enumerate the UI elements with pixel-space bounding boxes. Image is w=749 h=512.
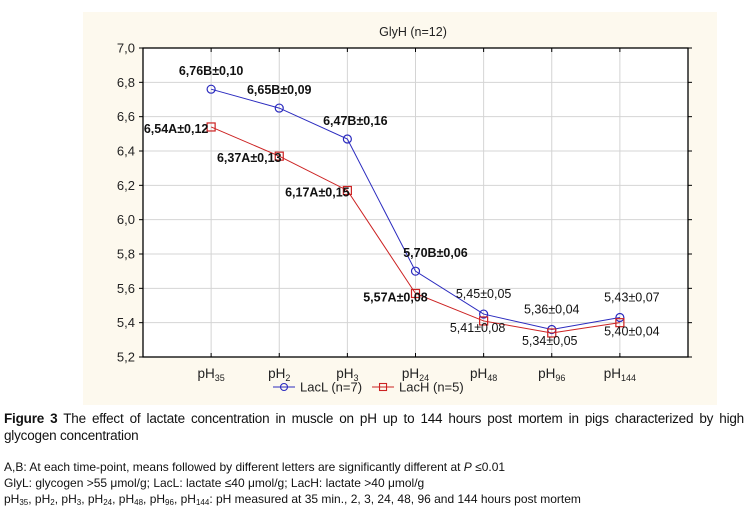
y-tick-label: 5,8 [117, 247, 135, 262]
data-point-square [274, 151, 284, 161]
data-label: 5,40±0,04 [604, 325, 660, 339]
y-tick-label: 6,2 [117, 178, 135, 193]
x-tick-label: pH35 [197, 366, 224, 383]
x-tick-label: pH96 [538, 366, 565, 383]
x-tick-label: pH24 [402, 366, 429, 383]
plot-frame [142, 47, 689, 358]
data-label: 6,17A±0,15 [285, 185, 350, 199]
data-point-circle [615, 312, 625, 323]
p-symbol: P [463, 460, 472, 474]
data-label: 5,36±0,04 [524, 303, 580, 317]
timepoint-terms: pH35, pH2, pH3, pH24, pH48, pH96, pH144 [4, 492, 210, 507]
data-label: 5,41±0,08 [450, 321, 506, 335]
data-labels: 6,76B±0,106,65B±0,09 6,47B±0,16 5,70B±0,06… [144, 64, 660, 348]
x-tick-label: pH48 [470, 366, 497, 383]
chart-title: GlyH (n=12) [379, 25, 447, 39]
data-point-square [479, 316, 489, 326]
series [206, 84, 625, 338]
data-point-circle [342, 134, 352, 144]
legend-marker-square [378, 382, 388, 392]
note-text: : pH measured at 35 min., 2, 3, 24, 48, … [209, 492, 581, 506]
y-tick-label: 5,2 [117, 350, 135, 365]
timepoint-term: pH3 [61, 492, 82, 507]
data-point-circle [206, 84, 216, 94]
data-label: 6,76B±0,10 [179, 64, 244, 78]
y-tick-label: 5,6 [117, 281, 135, 296]
data-label: 6,37A±0,13 [217, 151, 282, 165]
caption-text: The effect of lactate concentration in m… [4, 411, 744, 443]
y-tick-label: 5,4 [117, 315, 135, 330]
timepoint-term: pH48 [118, 492, 144, 507]
data-label: 5,34±0,05 [522, 334, 578, 348]
y-tick-label: 6,8 [117, 75, 135, 90]
figure-notes: A,B: At each time-point, means followed … [4, 459, 744, 507]
data-point-circle [410, 266, 421, 276]
data-point-square [206, 122, 216, 132]
timepoint-term: pH35 [4, 492, 29, 507]
data-label: 6,65B±0,09 [247, 83, 312, 97]
y-tick-label: 7,0 [117, 41, 135, 56]
x-tick-label: pH2 [268, 366, 290, 383]
grid [143, 48, 688, 357]
data-point-circle [479, 309, 489, 319]
note-significance: A,B: At each time-point, means followed … [4, 459, 744, 475]
data-label: 5,45±0,05 [456, 287, 512, 301]
data-point-square [410, 288, 421, 299]
timepoint-term: pH24 [87, 492, 113, 507]
note-abbreviations: GlyL: glycogen >55 μmol/g; LacL: lactate… [4, 476, 425, 490]
figure-caption: Figure 3 The effect of lactate concentra… [4, 410, 744, 444]
y-tick-label: 6,0 [117, 212, 135, 227]
figure-label: Figure 3 [4, 411, 58, 426]
timepoint-term: pH96 [149, 492, 174, 507]
data-point-square [615, 318, 625, 328]
legend-label: LacL (n=7) [300, 380, 362, 395]
chart-panel: GlyH (n=12) 5,2 5,4 5,6 5,8 6,0 6,2 6,4 6,6 6,8 7… [83, 12, 717, 405]
timepoint-term: pH144 [180, 492, 210, 507]
data-label: 6,54A±0,12 [144, 122, 209, 136]
note-text: A,B: At each time-point, means followed … [4, 460, 464, 474]
axes: 5,2 5,4 5,6 5,8 6,0 6,2 6,4 6,6 6,8 7,0 pH35 pH2 pH3… [117, 41, 692, 383]
timepoint-term: pH2 [34, 492, 55, 507]
x-tick-label: pH3 [336, 366, 358, 383]
x-tick-label: pH144 [604, 366, 636, 383]
data-label: 5,57A±0,08 [363, 290, 428, 304]
data-point-square [342, 185, 352, 196]
data-point-circle [274, 103, 284, 113]
note-timepoints: pH35, pH2, pH3, pH24, pH48, pH96, pH144:… [4, 491, 744, 507]
legend-marker-circle [279, 382, 289, 392]
data-label: 6,47B±0,16 [323, 114, 388, 128]
legend-label: LacH (n=5) [399, 380, 464, 395]
note-text: ≤0.01 [471, 460, 506, 474]
data-point-square [547, 328, 557, 338]
legend: LacL (n=7) LacH (n=5) [273, 380, 464, 395]
y-tick-label: 6,6 [117, 109, 135, 124]
y-tick-label: 6,4 [117, 144, 135, 159]
data-label: 5,43±0,07 [604, 291, 660, 305]
series-line-lach [210, 126, 620, 334]
line-chart: GlyH (n=12) 5,2 5,4 5,6 5,8 6,0 6,2 6,4 6,6 6,8 7… [117, 25, 692, 395]
data-label: 5,70B±0,06 [403, 246, 468, 260]
